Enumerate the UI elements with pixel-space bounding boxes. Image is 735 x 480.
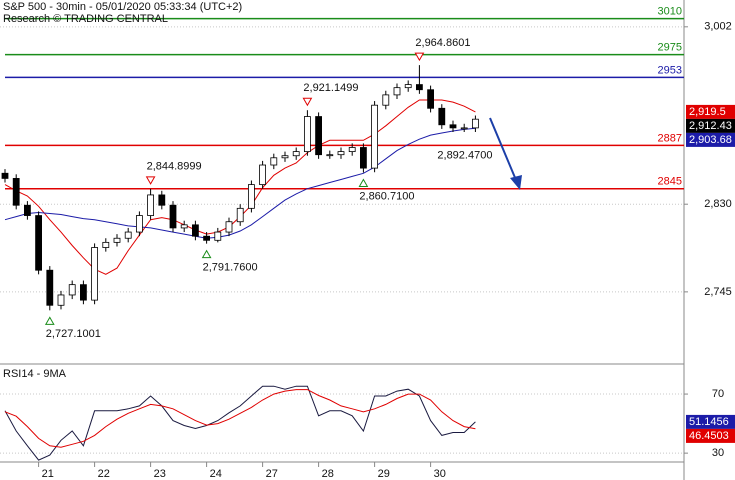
candle-body: [102, 241, 110, 248]
candle-body: [449, 124, 457, 129]
x-tick-label: 30: [434, 468, 446, 480]
candle-body: [337, 151, 345, 156]
candle-body: [415, 84, 423, 91]
x-tick-label: 23: [154, 468, 166, 480]
x-tick-label: 22: [98, 468, 110, 480]
candle-body: [68, 284, 76, 296]
candle-body: [169, 204, 177, 229]
candle-body: [359, 147, 367, 169]
y-tick-label: 3,002: [704, 21, 732, 33]
arrow-shaft: [489, 117, 517, 181]
candle-body: [214, 231, 222, 241]
peak-label: 2,964.8601: [415, 37, 470, 49]
rsi-title: RSI14 - 9MA: [3, 368, 67, 380]
candle-body: [135, 215, 143, 233]
trough-marker: [44, 316, 55, 325]
candle-body: [382, 94, 390, 106]
moving-average: [4, 127, 476, 239]
last-value-label: 2,912.43: [689, 120, 732, 132]
candle-body: [236, 207, 244, 223]
candle-body: [326, 154, 334, 157]
candle-body: [113, 237, 121, 243]
last-value-box: [686, 414, 735, 429]
peak-label: 2,921.1499: [303, 82, 358, 94]
y-tick-label: 70: [712, 388, 724, 400]
candle-body: [80, 284, 87, 301]
trough-label: 2,791.7600: [203, 262, 258, 274]
candle-body: [23, 204, 31, 216]
candle-body: [303, 116, 311, 153]
y-tick-label: 30: [712, 447, 724, 459]
candle-body: [57, 294, 65, 306]
peak-marker: [302, 97, 313, 107]
candle-body: [147, 194, 155, 216]
peak-marker: [145, 176, 156, 185]
peak-label: 2,844.8999: [147, 161, 202, 173]
candle-body: [12, 178, 20, 206]
candle-body: [471, 118, 479, 129]
candle-body: [158, 194, 166, 206]
candle-body: [203, 235, 211, 241]
rsi-line: [4, 385, 476, 461]
candle-body: [270, 157, 278, 166]
level-label: 3010: [658, 5, 682, 17]
last-value-label: 2,903.68: [689, 134, 732, 146]
candle-body: [315, 116, 323, 156]
candle-body: [247, 184, 255, 209]
peak-marker: [414, 52, 425, 62]
last-value-box: [686, 118, 735, 133]
x-tick-label: 21: [42, 468, 54, 480]
level-label: 2975: [658, 42, 682, 54]
candle-body: [91, 247, 98, 301]
x-tick-label: 24: [210, 468, 222, 480]
candle-body: [225, 221, 233, 233]
candle-body: [460, 127, 468, 130]
candle-body: [46, 269, 54, 306]
plot-layer: 3,002 2,830 2,745 3010 2975 2953 2887 2845 2,727…: [0, 5, 735, 480]
y-tick-label: 2,830: [704, 198, 732, 210]
candle-body: [35, 215, 42, 271]
candle-body: [438, 107, 446, 126]
trough-label: 2,860.7100: [359, 190, 414, 202]
last-value-label: 46.4503: [689, 430, 729, 442]
last-value-box: [686, 104, 735, 119]
x-tick-label: 29: [378, 468, 390, 480]
y-tick-label: 2,745: [704, 286, 732, 298]
candle-body: [292, 151, 300, 157]
chart-subtitle: Research © TRADING CENTRAL: [3, 13, 168, 25]
trough-marker: [201, 249, 212, 259]
candle-body: [180, 224, 188, 229]
chart-title: S&P 500 - 30min - 05/01/2020 05:33:34 (U…: [3, 1, 242, 13]
last-value-box: [686, 132, 735, 147]
last-value-label: 51.1456: [689, 416, 729, 428]
candle-body: [404, 84, 412, 89]
candle-body: [191, 224, 199, 237]
target-label: 2,892.4700: [437, 150, 492, 162]
last-value-label: 2,919.5: [689, 106, 726, 118]
level-label: 2845: [658, 176, 682, 188]
candle-body: [393, 87, 401, 96]
candle-body: [1, 172, 9, 179]
trough-label: 2,727.1001: [46, 328, 101, 340]
level-label: 2887: [658, 132, 682, 144]
x-tick-label: 27: [266, 468, 278, 480]
candle-body: [124, 231, 132, 239]
trough-marker: [358, 178, 369, 188]
x-tick-label: 28: [322, 468, 334, 480]
candle-body: [348, 147, 356, 153]
candle-body: [371, 104, 379, 169]
rsi-line: [4, 389, 476, 448]
forecast-arrow: [489, 117, 522, 190]
arrow-head: [510, 175, 522, 190]
candle-body: [427, 89, 435, 109]
last-value-box: [686, 428, 735, 443]
candle-body: [259, 164, 267, 186]
candle-body: [281, 155, 289, 159]
level-label: 2953: [658, 64, 682, 76]
